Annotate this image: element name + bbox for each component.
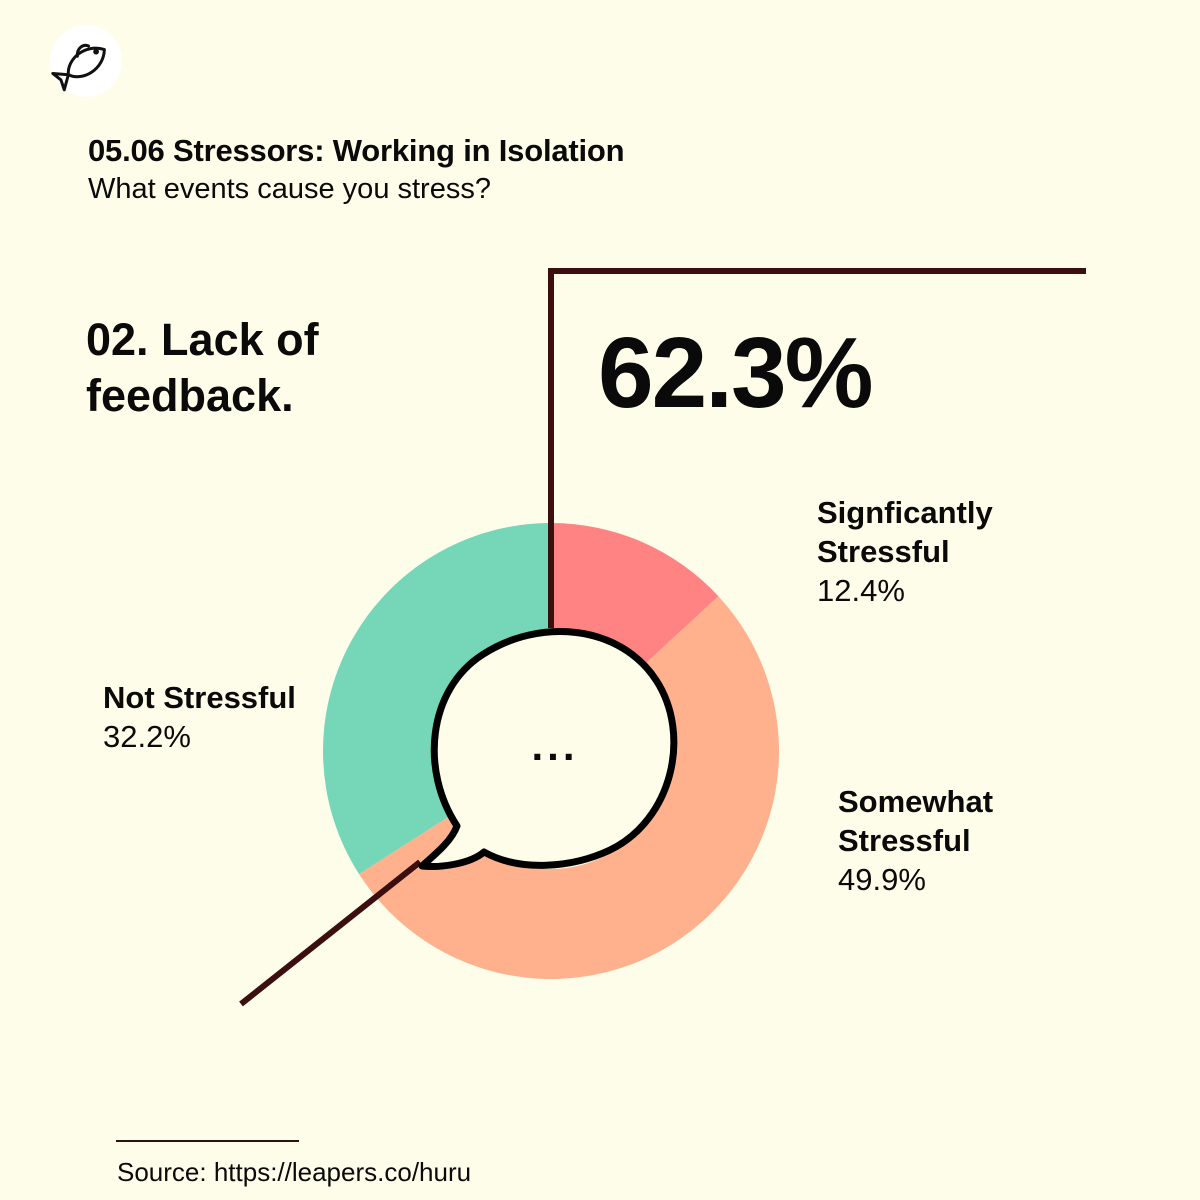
segment-name: Not Stressful: [103, 680, 296, 715]
speech-bubble-text: ...: [531, 722, 579, 769]
label-not-stressful: Not Stressful 32.2%: [103, 678, 303, 756]
callout-line-bottom: [239, 859, 422, 1007]
question-label: 02. Lack of feedback.: [86, 314, 319, 421]
chart-subtitle: What events cause you stress?: [88, 173, 491, 205]
callout-line-top: [548, 268, 1086, 628]
fish-icon: [51, 43, 106, 92]
source-divider: [116, 1140, 299, 1142]
chart-title: 05.06 Stressors: Working in Isolation: [88, 133, 625, 168]
segment-value: 32.2%: [103, 719, 191, 754]
donut-slice-somewhat-stressful: [359, 596, 779, 980]
speech-bubble: [418, 628, 678, 870]
label-somewhat-stressful: Somewhat Stressful 49.9%: [838, 782, 1068, 899]
segment-name: Somewhat Stressful: [838, 784, 994, 858]
logo: [50, 25, 122, 97]
segment-value: 12.4%: [817, 573, 905, 608]
label-significantly-stressful: Signficantly Stressful 12.4%: [817, 493, 1047, 610]
segment-name: Signficantly Stressful: [817, 495, 993, 569]
donut-slice-not-stressful: [322, 523, 551, 875]
highlight-percentage: 62.3%: [598, 317, 874, 429]
header: 05.06 Stressors: Working in Isolation Wh…: [88, 132, 625, 208]
source-text: Source: https://leapers.co/huru: [117, 1157, 472, 1187]
segment-value: 49.9%: [838, 862, 926, 897]
